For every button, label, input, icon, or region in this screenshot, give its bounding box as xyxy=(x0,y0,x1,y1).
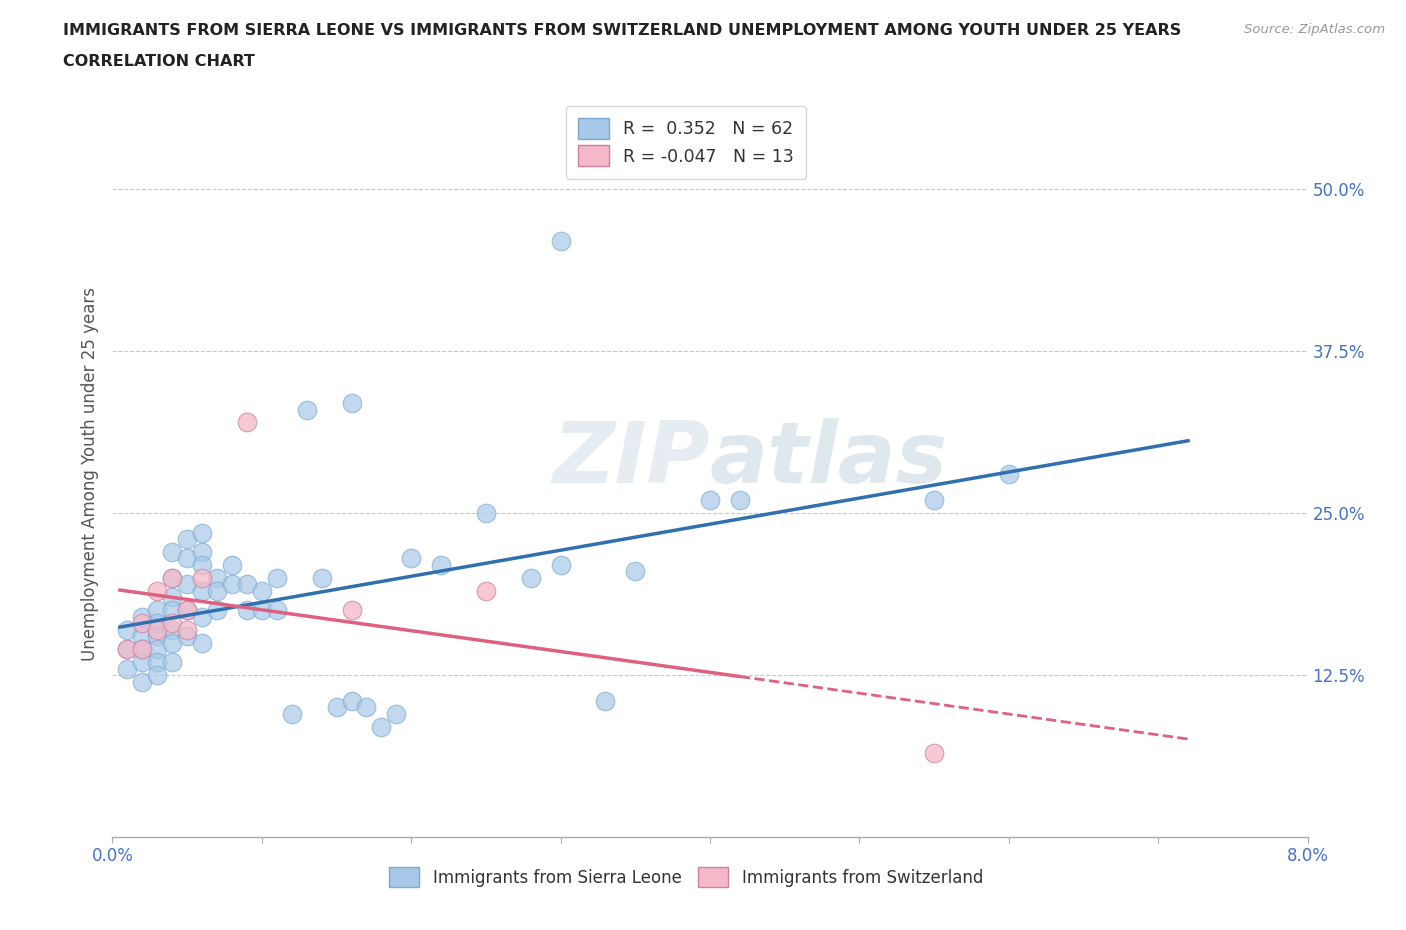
Point xyxy=(520,570,543,585)
Point xyxy=(131,609,153,624)
Point xyxy=(146,622,169,637)
Point xyxy=(728,493,751,508)
Point xyxy=(146,616,169,631)
Point xyxy=(624,564,647,578)
Point xyxy=(176,532,198,547)
Point xyxy=(176,622,198,637)
Point xyxy=(191,525,214,540)
Point xyxy=(131,674,153,689)
Point xyxy=(205,570,228,585)
Point xyxy=(146,603,169,618)
Point xyxy=(998,467,1021,482)
Point xyxy=(356,700,378,715)
Point xyxy=(475,506,498,521)
Point xyxy=(191,609,214,624)
Point xyxy=(430,558,453,573)
Point xyxy=(176,577,198,591)
Point xyxy=(550,233,572,248)
Point xyxy=(176,629,198,644)
Point xyxy=(162,622,183,637)
Point xyxy=(205,603,228,618)
Point xyxy=(117,642,139,657)
Point xyxy=(131,642,153,657)
Point xyxy=(162,603,183,618)
Point xyxy=(475,583,498,598)
Point xyxy=(281,707,304,722)
Point xyxy=(205,583,228,598)
Point xyxy=(191,570,214,585)
Text: CORRELATION CHART: CORRELATION CHART xyxy=(63,54,254,69)
Point xyxy=(250,583,273,598)
Point xyxy=(595,694,617,709)
Point xyxy=(162,545,183,560)
Point xyxy=(550,558,572,573)
Point xyxy=(191,558,214,573)
Point xyxy=(311,570,333,585)
Point xyxy=(146,629,169,644)
Point xyxy=(266,603,288,618)
Point xyxy=(221,558,243,573)
Point xyxy=(221,577,243,591)
Point xyxy=(131,629,153,644)
Y-axis label: Unemployment Among Youth under 25 years: Unemployment Among Youth under 25 years xyxy=(80,287,98,661)
Point xyxy=(131,642,153,657)
Point xyxy=(117,622,139,637)
Point xyxy=(146,668,169,683)
Point xyxy=(236,603,259,618)
Point xyxy=(191,583,214,598)
Point xyxy=(146,642,169,657)
Point xyxy=(162,590,183,604)
Point xyxy=(295,402,318,417)
Text: atlas: atlas xyxy=(710,418,948,501)
Point xyxy=(370,720,392,735)
Point xyxy=(131,655,153,670)
Point xyxy=(340,694,363,709)
Point xyxy=(401,551,423,566)
Point xyxy=(699,493,721,508)
Text: ZIP: ZIP xyxy=(553,418,710,501)
Point xyxy=(131,616,153,631)
Point xyxy=(385,707,408,722)
Point xyxy=(340,395,363,410)
Point xyxy=(162,570,183,585)
Point xyxy=(162,616,183,631)
Point xyxy=(236,577,259,591)
Point xyxy=(236,415,259,430)
Point xyxy=(325,700,347,715)
Point xyxy=(176,603,198,618)
Point xyxy=(922,745,945,760)
Point xyxy=(162,655,183,670)
Point xyxy=(162,570,183,585)
Point xyxy=(191,635,214,650)
Text: IMMIGRANTS FROM SIERRA LEONE VS IMMIGRANTS FROM SWITZERLAND UNEMPLOYMENT AMONG Y: IMMIGRANTS FROM SIERRA LEONE VS IMMIGRAN… xyxy=(63,23,1181,38)
Point xyxy=(176,551,198,566)
Text: Source: ZipAtlas.com: Source: ZipAtlas.com xyxy=(1244,23,1385,36)
Point xyxy=(162,635,183,650)
Point xyxy=(117,642,139,657)
Legend: Immigrants from Sierra Leone, Immigrants from Switzerland: Immigrants from Sierra Leone, Immigrants… xyxy=(382,860,990,894)
Point xyxy=(146,655,169,670)
Point xyxy=(176,603,198,618)
Point xyxy=(266,570,288,585)
Point xyxy=(250,603,273,618)
Point xyxy=(922,493,945,508)
Point xyxy=(117,661,139,676)
Point xyxy=(191,545,214,560)
Point xyxy=(146,583,169,598)
Point xyxy=(340,603,363,618)
